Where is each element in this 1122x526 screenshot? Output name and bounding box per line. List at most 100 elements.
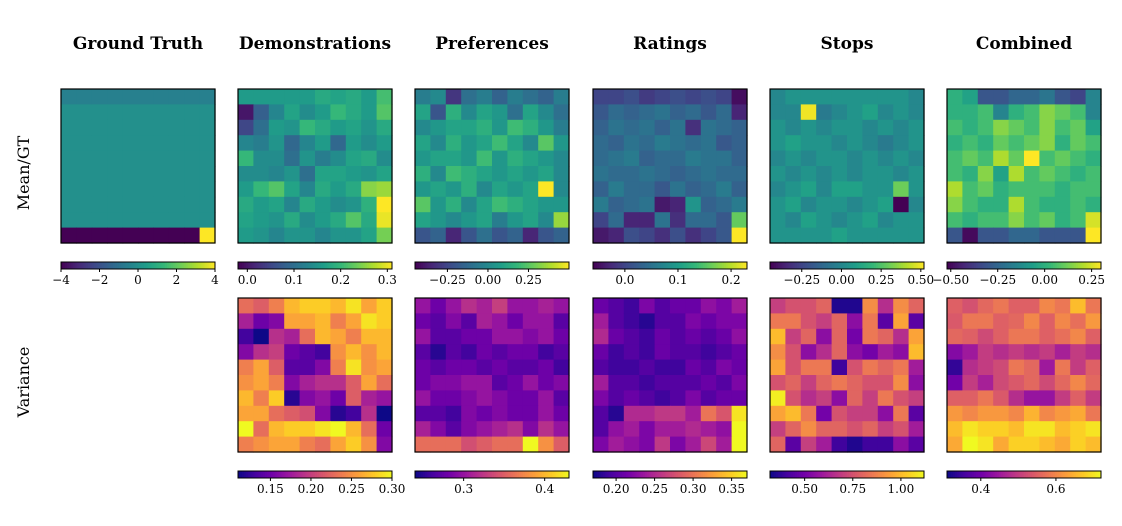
colorbar-segment [186,262,189,269]
heatmap-cell [877,298,894,314]
colorbar-segment [818,262,821,269]
heatmap-cell [1024,150,1040,167]
colorbar-segment [708,262,711,269]
heatmap-cell [1054,119,1071,136]
heatmap-cell [977,227,994,244]
colorbar-segment [710,471,713,478]
colorbar-segment [499,471,503,478]
heatmap-cell [553,89,570,105]
colorbar-segment [891,262,894,269]
colorbar-segment [547,262,551,269]
heatmap-cell [345,119,362,136]
colorbar-segment [989,262,992,269]
colorbar-segment [209,262,212,269]
colorbar-segment [827,471,831,478]
colorbar-segment [493,262,497,269]
heatmap-cell [639,135,656,152]
colorbar-segment [284,471,287,478]
colorbar-segment [997,262,1000,269]
colorbar-segment [168,262,172,269]
heatmap-cell [893,313,910,330]
heatmap-cell [507,298,524,314]
heatmap-cell [1085,313,1102,330]
colorbar-variance-combined: 0.4 0.6 [946,470,1102,496]
colorbar-segment [239,471,243,478]
colorbar-segment [731,471,735,478]
heatmap-cell [361,436,378,453]
colorbar-segment [873,471,877,478]
colorbar-segment [625,471,629,478]
heatmap-cell [654,227,671,244]
colorbar-segment [677,262,681,269]
colorbar-segment [1085,262,1089,269]
colorbar-segment [900,471,904,478]
colorbar-segment [530,471,533,478]
colorbar-segment [823,471,827,478]
colorbar-segment [795,471,798,478]
colorbar-segment [843,471,846,478]
heatmap-cell [376,421,393,438]
heatmap-cell [816,328,833,345]
heatmap-cell [345,421,362,438]
colorbar-segment [193,262,197,269]
colorbar-segment [1014,471,1017,478]
colorbar-segment [854,262,858,269]
colorbar-segment [631,471,634,478]
heatmap-cell [284,181,301,198]
heatmap-cell [76,150,93,167]
heatmap-cell [553,166,570,182]
colorbar-segment [875,471,879,478]
heatmap-cell [908,328,925,345]
colorbar-segment [947,262,950,269]
colorbar-segment [683,262,686,269]
heatmap-cell [800,344,817,361]
colorbar-segment [633,471,636,478]
colorbar-segment [61,262,64,269]
heatmap-frame [414,297,570,453]
heatmap-cell [593,212,609,229]
colorbar-segment [463,471,466,478]
colorbar-segment [1049,471,1052,478]
heatmap-cell [993,328,1010,345]
heatmap-cell [492,227,508,244]
heatmap-cell [908,313,925,330]
heatmap-cell [522,119,539,136]
colorbar-tick-label: 0.35 [718,482,745,496]
heatmap-cell [522,227,539,244]
heatmap-cell [716,166,733,182]
colorbar-segment [956,471,960,478]
heatmap-cell [107,227,124,244]
colorbar-segment [1064,471,1067,478]
heatmap-cell [800,166,817,182]
heatmap-cell [962,196,979,213]
colorbar-segment [207,262,210,269]
heatmap-cell [623,196,640,213]
colorbar-segment [436,262,439,269]
heatmap-cell [862,405,879,422]
heatmap-cell [1039,313,1056,330]
heatmap-cell [91,181,108,198]
colorbar-segment [482,262,485,269]
heatmap-cell [1039,405,1056,422]
colorbar-segment [320,471,324,478]
colorbar-segment [679,262,683,269]
heatmap-cell [608,344,625,361]
colorbar-segment [727,262,731,269]
heatmap-cell [639,313,656,330]
colorbar-tick-label: 0 [134,273,142,287]
colorbar-segment [343,471,347,478]
heatmap-cell [430,421,447,438]
heatmap-cell [122,181,139,198]
heatmap-cell [862,390,879,407]
heatmap-cell [538,135,555,152]
colorbar-segment [912,471,915,478]
heatmap-cell [716,436,733,453]
heatmap-cell [1085,181,1102,198]
colorbar-mean-gt-combined: −0.50 −0.25 0.00 0.25 [932,261,1105,287]
colorbar-segment [536,262,539,269]
heatmap-cell [268,390,285,407]
colorbar-segment [679,471,683,478]
heatmap-cell [1085,227,1102,244]
colorbar-segment [528,471,531,478]
heatmap-cell [268,196,285,213]
